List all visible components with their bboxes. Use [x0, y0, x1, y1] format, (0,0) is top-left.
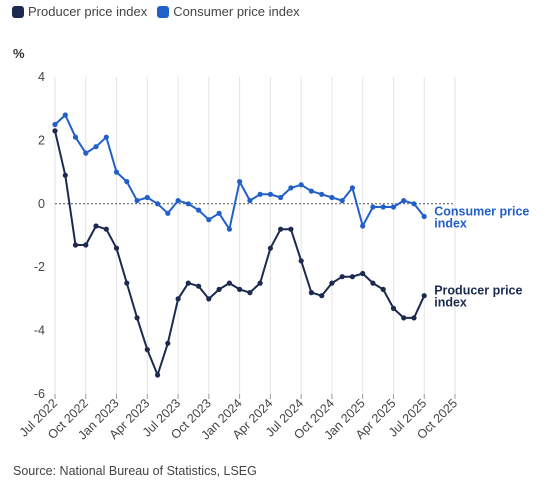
legend-item-cpi[interactable]: Consumer price index [157, 4, 300, 19]
data-point [411, 201, 417, 207]
data-point [360, 270, 366, 277]
data-point [390, 204, 397, 210]
y-tick-label: 4 [38, 70, 45, 84]
data-point [308, 188, 314, 194]
data-point [196, 207, 202, 213]
data-point [206, 296, 212, 302]
data-point [185, 280, 191, 286]
data-point [278, 226, 284, 232]
data-point [360, 223, 366, 229]
legend: Producer price index Consumer price inde… [12, 4, 300, 19]
data-point [196, 283, 202, 289]
data-point [113, 169, 120, 175]
series-end-label-line: Consumer price [434, 204, 529, 218]
data-point [93, 223, 99, 229]
data-point [237, 179, 243, 185]
data-point [237, 286, 243, 292]
cpi-swatch-icon [157, 5, 170, 18]
data-point [134, 315, 140, 321]
series-end-label-line: index [434, 216, 467, 230]
data-point [155, 372, 161, 378]
y-tick-label: 2 [38, 133, 45, 147]
data-point [247, 290, 253, 296]
data-point [267, 245, 273, 251]
data-point [319, 293, 325, 299]
source-note: Source: National Bureau of Statistics, L… [13, 464, 257, 478]
legend-label-ppi: Producer price index [28, 4, 148, 19]
data-point [247, 198, 253, 204]
data-point [288, 226, 294, 232]
data-point [308, 290, 314, 296]
data-point [380, 286, 386, 292]
data-point [401, 198, 407, 204]
data-point [52, 128, 58, 134]
data-point [83, 150, 89, 156]
legend-label-cpi: Consumer price index [173, 4, 300, 19]
data-point [226, 226, 232, 232]
data-point [339, 274, 345, 280]
data-point [93, 144, 99, 150]
data-point [390, 305, 397, 311]
series-end-label: Consumer price index [434, 204, 529, 230]
data-point [329, 280, 335, 286]
data-point [329, 194, 335, 201]
y-tick-label: -2 [34, 260, 45, 274]
data-point [72, 134, 79, 140]
data-point [124, 179, 130, 185]
data-point [52, 121, 58, 128]
data-point [113, 245, 120, 251]
y-unit-label: % [13, 46, 25, 61]
data-point [165, 210, 171, 216]
data-point [103, 226, 109, 232]
data-point [298, 182, 304, 188]
y-tick-label: -6 [34, 387, 45, 401]
y-tick-label: -4 [34, 324, 45, 338]
y-tick-label: 0 [38, 197, 45, 211]
data-point [278, 194, 284, 201]
data-point [370, 280, 376, 286]
data-point [144, 194, 150, 201]
data-point [349, 274, 355, 280]
series-end-label: Producer price index [434, 284, 522, 310]
legend-item-ppi[interactable]: Producer price index [12, 4, 147, 19]
series-end-label-line: Producer price [434, 284, 522, 298]
data-point [103, 134, 109, 140]
data-point [401, 315, 407, 321]
data-point [288, 185, 294, 191]
ppi-swatch-icon [12, 5, 24, 18]
data-point [380, 204, 386, 210]
data-point [339, 198, 345, 204]
data-point [421, 293, 427, 299]
data-point [185, 201, 191, 207]
data-point [134, 198, 140, 204]
data-point [216, 210, 222, 216]
data-point [226, 280, 232, 286]
data-point [155, 201, 161, 207]
data-point [175, 198, 181, 204]
data-point [267, 191, 273, 197]
data-point [319, 191, 325, 197]
data-point [411, 315, 417, 321]
data-point [83, 242, 89, 248]
data-point [421, 213, 427, 220]
data-point [62, 172, 68, 178]
data-point [370, 204, 376, 210]
data-point [144, 347, 150, 353]
data-point [165, 340, 171, 346]
data-point [257, 191, 263, 197]
data-point [124, 280, 130, 286]
data-point [257, 280, 263, 286]
data-point [298, 258, 304, 264]
data-point [72, 242, 79, 248]
data-point [349, 185, 355, 191]
data-point [175, 296, 181, 302]
data-point [206, 217, 212, 223]
data-point [62, 112, 68, 118]
data-point [216, 286, 222, 292]
series-end-label-line: index [434, 296, 467, 310]
